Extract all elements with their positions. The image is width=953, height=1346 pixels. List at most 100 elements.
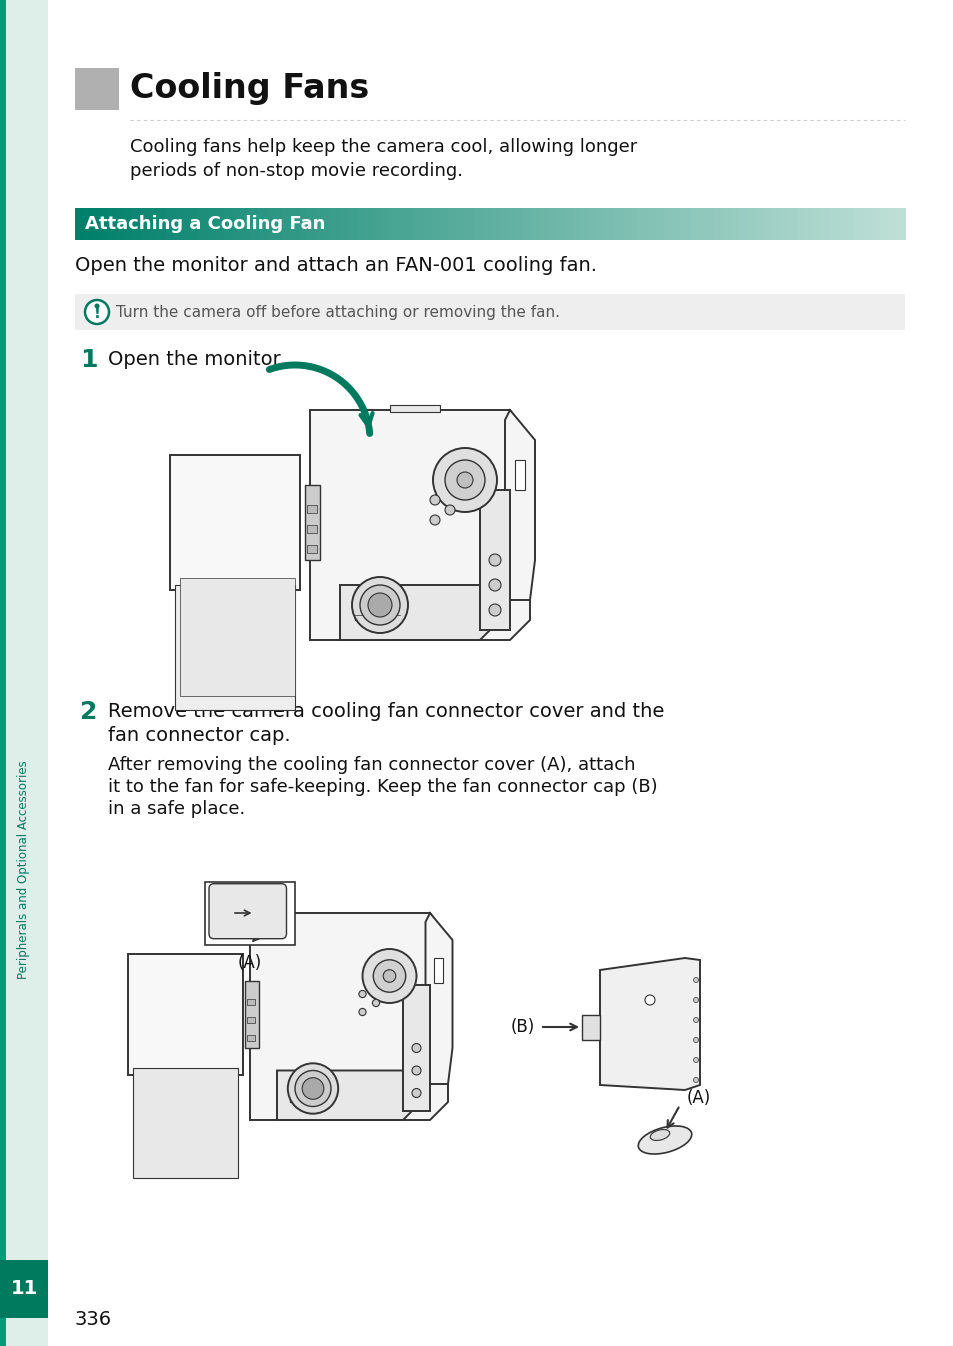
Bar	[705, 209, 715, 240]
Circle shape	[693, 977, 698, 983]
Circle shape	[412, 1043, 420, 1053]
Circle shape	[359, 586, 399, 625]
Bar	[497, 209, 507, 240]
Ellipse shape	[650, 1129, 669, 1140]
Bar	[714, 209, 722, 240]
Polygon shape	[425, 913, 452, 1084]
Bar	[274, 209, 283, 240]
Text: 2: 2	[80, 700, 97, 724]
Bar	[0, 1260, 48, 1318]
Bar	[456, 209, 466, 240]
Bar	[216, 209, 225, 240]
Bar	[307, 209, 316, 240]
Bar	[465, 209, 474, 240]
Polygon shape	[310, 411, 530, 639]
Bar	[247, 1016, 255, 1023]
Circle shape	[412, 1066, 420, 1075]
Bar	[332, 209, 341, 240]
Bar	[340, 209, 350, 240]
Bar	[763, 209, 772, 240]
Ellipse shape	[638, 1127, 691, 1154]
Polygon shape	[402, 985, 430, 1110]
Circle shape	[644, 995, 655, 1005]
Bar	[133, 209, 142, 240]
Polygon shape	[276, 1070, 416, 1120]
Bar	[324, 209, 333, 240]
Text: Remove the camera cooling fan connector cover and the: Remove the camera cooling fan connector …	[108, 703, 663, 721]
Bar	[605, 209, 615, 240]
Bar	[448, 209, 457, 240]
Bar	[871, 209, 881, 240]
Bar	[739, 209, 747, 240]
Text: Open the monitor.: Open the monitor.	[108, 350, 285, 369]
Circle shape	[85, 300, 109, 324]
Bar	[365, 209, 375, 240]
Bar	[515, 209, 523, 240]
Bar	[432, 209, 440, 240]
Circle shape	[372, 999, 379, 1007]
Polygon shape	[245, 980, 258, 1049]
Bar	[755, 209, 764, 240]
Bar	[0, 0, 48, 1346]
Bar	[356, 209, 366, 240]
Bar	[382, 209, 391, 240]
Circle shape	[352, 577, 408, 633]
Circle shape	[693, 1018, 698, 1023]
Circle shape	[373, 960, 405, 992]
Text: Turn the camera off before attaching or removing the fan.: Turn the camera off before attaching or …	[116, 304, 559, 319]
Circle shape	[693, 997, 698, 1003]
Bar	[247, 999, 255, 1005]
Bar	[780, 209, 789, 240]
Bar	[191, 209, 200, 240]
Bar	[515, 460, 524, 490]
Circle shape	[383, 969, 395, 983]
Bar	[180, 577, 294, 696]
Bar	[838, 209, 847, 240]
Circle shape	[456, 472, 473, 489]
Circle shape	[288, 1063, 338, 1113]
Bar	[522, 209, 532, 240]
Text: !: !	[93, 306, 100, 320]
Bar	[573, 209, 581, 240]
Polygon shape	[339, 586, 495, 639]
Polygon shape	[291, 1093, 331, 1102]
Text: (A): (A)	[237, 954, 262, 973]
Bar	[721, 209, 731, 240]
Text: 1: 1	[80, 349, 97, 371]
Bar	[390, 209, 399, 240]
Circle shape	[433, 448, 497, 511]
Bar	[598, 209, 606, 240]
Bar	[539, 209, 549, 240]
Text: (B): (B)	[510, 1018, 535, 1036]
Text: After removing the cooling fan connector cover (A), attach: After removing the cooling fan connector…	[108, 756, 635, 774]
Bar	[663, 209, 673, 240]
Text: 11: 11	[10, 1280, 37, 1299]
Circle shape	[693, 1038, 698, 1043]
Polygon shape	[170, 455, 299, 590]
Bar	[291, 209, 300, 240]
Bar	[233, 209, 242, 240]
Bar	[116, 209, 126, 240]
Circle shape	[444, 505, 455, 516]
Text: Cooling fans help keep the camera cool, allowing longer: Cooling fans help keep the camera cool, …	[130, 139, 637, 156]
Polygon shape	[479, 490, 510, 630]
Text: fan connector cap.: fan connector cap.	[108, 725, 291, 744]
Circle shape	[489, 604, 500, 616]
Bar	[205, 882, 294, 945]
Bar	[813, 209, 822, 240]
Bar	[797, 209, 805, 240]
Text: in a safe place.: in a safe place.	[108, 800, 245, 818]
Bar	[880, 209, 888, 240]
Bar	[224, 209, 233, 240]
Bar	[132, 1067, 238, 1178]
Bar	[199, 209, 209, 240]
Bar	[0, 0, 6, 1346]
Circle shape	[693, 1058, 698, 1062]
Polygon shape	[581, 1015, 599, 1040]
Bar	[688, 209, 698, 240]
Text: Peripherals and Optional Accessories: Peripherals and Optional Accessories	[17, 760, 30, 980]
Bar	[697, 209, 706, 240]
Bar	[589, 209, 598, 240]
Bar	[829, 209, 839, 240]
Bar	[614, 209, 623, 240]
